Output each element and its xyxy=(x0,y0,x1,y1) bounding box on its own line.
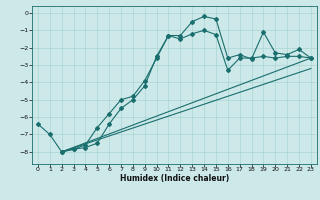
X-axis label: Humidex (Indice chaleur): Humidex (Indice chaleur) xyxy=(120,174,229,183)
